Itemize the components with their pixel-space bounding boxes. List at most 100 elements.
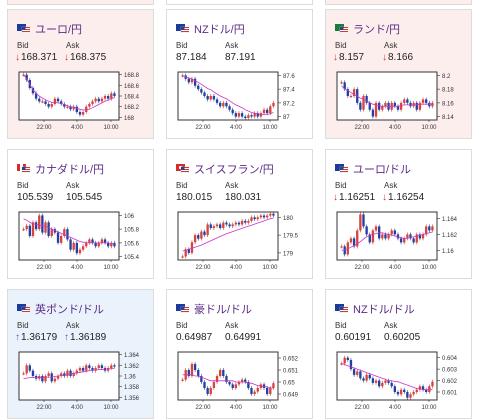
rate-card[interactable]: ユーロ/ドル Bid Ask ↓1.16251 ↓1.16254 1.164 1.162 1.…	[325, 149, 472, 279]
candle	[219, 102, 222, 107]
x-tick-label: 22:00	[354, 265, 370, 271]
pair-name[interactable]: ランド/円	[353, 23, 401, 36]
candle	[409, 234, 412, 239]
pair-name[interactable]: カナダドル/円	[35, 163, 105, 176]
y-tick-label: 1.36	[124, 375, 136, 381]
bid-label: Bid	[17, 181, 29, 190]
price-chart[interactable]: 1.364 1.362 1.36 1.358 1.356 22:00 4:00 10:00	[17, 348, 145, 416]
candle	[85, 106, 88, 112]
candle	[399, 102, 403, 110]
y-tick-label: 105.6	[124, 241, 140, 247]
price-chart[interactable]: 0.652 0.651 0.65 0.649 22:00 4:00 10:00	[176, 348, 304, 416]
candle	[381, 234, 384, 239]
candle	[256, 113, 259, 117]
candle	[431, 381, 434, 387]
ask-label: Ask	[384, 41, 398, 50]
x-tick-label: 4:00	[71, 405, 83, 411]
candle	[415, 234, 418, 243]
candle	[110, 365, 113, 368]
pair-title[interactable]: NZドル/ドル	[335, 302, 415, 316]
pair-title[interactable]: 豪ドル/ドル	[176, 302, 253, 316]
rate-card[interactable]: NZドル/ドル Bid Ask 0.60191 0.60205 0.604 0.603 0.6…	[325, 289, 472, 419]
candle	[100, 239, 104, 243]
y-tick-label: 87.4	[283, 88, 295, 94]
x-tick-label: 10:00	[421, 265, 437, 271]
au-us-flag-icon	[176, 304, 190, 314]
pair-title[interactable]: ユーロ/ドル	[335, 162, 412, 176]
rate-card[interactable]: スイスフラン/円 Bid Ask 180.015 180.031 180 179.5 179 2…	[166, 149, 313, 279]
rate-card[interactable]: 英ポンド/ドル Bid Ask ↑1.36179 ↑1.36189 1.364 1.362 1…	[7, 289, 154, 419]
y-tick-label: 168.6	[124, 84, 140, 90]
candle	[428, 386, 431, 392]
candle	[60, 236, 63, 243]
x-tick-label: 4:00	[230, 125, 242, 131]
pair-title[interactable]: ユーロ/円	[17, 22, 83, 36]
pair-title[interactable]: ランド/円	[335, 22, 401, 36]
candle	[352, 238, 356, 247]
price-chart[interactable]: 168.8 168.6 168.4 168.2 168 22:00 4:00 10:00	[17, 68, 145, 136]
candle	[256, 217, 259, 220]
pair-name[interactable]: スイスフラン/円	[194, 163, 274, 176]
ask-label: Ask	[225, 181, 239, 190]
candle	[343, 357, 346, 364]
candle	[234, 384, 237, 388]
price-chart[interactable]: 1.164 1.162 1.16 22:00 4:00 10:00	[335, 208, 463, 276]
candle	[28, 225, 31, 236]
pair-name[interactable]: ユーロ/円	[35, 23, 83, 36]
rate-card[interactable]: ユーロ/円 Bid Ask ↓168.371 ↓168.375 168.8 168.6 168…	[7, 9, 154, 139]
candle	[387, 380, 390, 383]
pair-name[interactable]: NZドル/ドル	[353, 303, 415, 316]
candle	[72, 242, 75, 250]
pair-title[interactable]: カナダドル/円	[17, 162, 105, 176]
candle	[368, 374, 371, 379]
pair-title[interactable]: 英ポンド/ドル	[17, 302, 105, 316]
candle	[31, 222, 35, 236]
candle	[75, 242, 78, 254]
candle	[91, 101, 94, 104]
price-chart[interactable]: 0.604 0.603 0.602 0.601 22:00 4:00 10:00	[335, 348, 463, 416]
y-tick-label: 1.162	[442, 233, 458, 239]
candle	[428, 226, 431, 231]
pair-name[interactable]: 豪ドル/ドル	[194, 303, 253, 316]
pair-name[interactable]: ユーロ/ドル	[353, 163, 412, 176]
candle	[50, 104, 53, 107]
price-chart[interactable]: 8.2 8.18 8.16 8.14 22:00 4:00 10:00	[335, 68, 463, 136]
price-chart[interactable]: 106 105.8 105.6 105.4 22:00 4:00 10:00	[17, 208, 145, 276]
candle	[113, 93, 116, 96]
down-arrow-icon: ↓	[15, 52, 20, 63]
rate-card[interactable]: NZドル/円 Bid Ask 87.184 87.191 87.6 87.4 87.2 87 22…	[166, 9, 313, 139]
candle	[262, 384, 266, 388]
candle	[97, 365, 100, 368]
rate-card[interactable]: ランド/円 Bid Ask ↓8.157 ↓8.166 8.2 8.18 8.16 8.14 22…	[325, 9, 472, 139]
candle	[100, 98, 104, 102]
pair-name[interactable]: NZドル/円	[194, 23, 245, 36]
y-tick-label: 1.362	[124, 364, 140, 370]
candle	[200, 231, 203, 239]
candle	[81, 246, 85, 250]
price-chart[interactable]: 180 179.5 179 22:00 4:00 10:00	[176, 208, 304, 276]
candle	[63, 104, 66, 107]
candle	[253, 217, 256, 220]
candle	[384, 380, 387, 383]
rate-card[interactable]: カナダドル/円 Bid Ask 105.539 105.545 106 105.8 105.6…	[7, 149, 154, 279]
x-tick-label: 4:00	[230, 265, 242, 271]
rate-card[interactable]: 豪ドル/ドル Bid Ask 0.64987 0.64991 0.652 0.651 0.65…	[166, 289, 313, 419]
y-tick-label: 105.4	[124, 255, 140, 261]
candle	[215, 224, 219, 227]
x-tick-label: 10:00	[103, 265, 119, 271]
candle	[374, 102, 378, 117]
candle	[346, 89, 349, 96]
pair-name[interactable]: 英ポンド/ドル	[35, 303, 105, 316]
down-arrow-icon: ↓	[382, 192, 387, 203]
ask-value: ↓168.375	[64, 52, 107, 63]
candle	[403, 99, 406, 103]
pair-title[interactable]: NZドル/円	[176, 22, 245, 36]
candle	[393, 230, 396, 235]
nz-us-flag-icon	[335, 304, 349, 314]
price-chart[interactable]: 87.6 87.4 87.2 87 22:00 4:00 10:00	[176, 68, 304, 136]
candle	[240, 379, 244, 382]
candle	[187, 249, 190, 253]
pair-title[interactable]: スイスフラン/円	[176, 162, 274, 176]
candle	[393, 102, 396, 107]
candle	[56, 98, 60, 102]
